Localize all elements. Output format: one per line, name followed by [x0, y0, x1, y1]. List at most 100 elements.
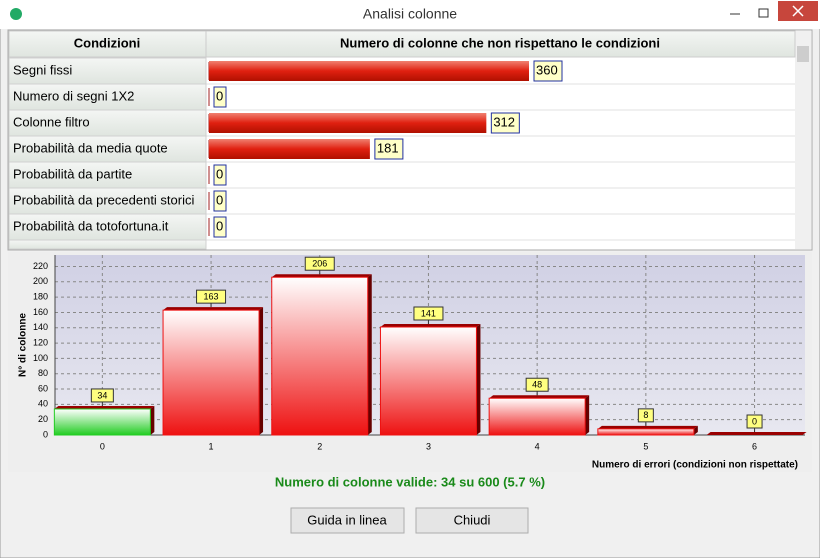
window-title: Analisi colonne — [363, 6, 457, 22]
button[interactable]: Guida in linea — [290, 507, 405, 534]
close-icon — [792, 5, 804, 17]
row-label-cell — [8, 109, 207, 137]
x-tick-label: 2 — [317, 441, 322, 451]
value-box — [213, 164, 227, 186]
bar-side — [259, 307, 264, 435]
value-label: 0 — [216, 88, 223, 103]
y-tick-label: 220 — [33, 261, 48, 271]
y-axis-label: N° di colonne — [18, 313, 29, 377]
bar-side — [585, 395, 590, 435]
bar-top — [597, 425, 698, 429]
row-label: Numero di segni 1X2 — [13, 88, 134, 103]
row-label: Probabilità da totofortuna.it — [13, 218, 169, 233]
maximize[interactable] — [758, 8, 769, 18]
scroll-thumb[interactable] — [797, 46, 809, 62]
value-label: 34 — [97, 390, 107, 400]
bar — [271, 276, 369, 436]
bar — [597, 428, 695, 436]
row-label-cell — [8, 239, 207, 250]
value-label: 141 — [421, 308, 436, 318]
x-tick-label: 1 — [209, 441, 214, 451]
row-label: Colonne filtro — [13, 114, 90, 129]
y-tick-label: 120 — [33, 337, 48, 347]
value-box — [90, 388, 114, 403]
bar-side — [150, 405, 155, 435]
bar — [209, 61, 529, 81]
value-box — [533, 60, 563, 82]
row-label: Segni fissi — [13, 62, 72, 77]
value-box — [374, 138, 404, 160]
bar-top — [380, 324, 481, 327]
value-box — [304, 256, 335, 271]
bar — [488, 397, 586, 436]
x-tick-label: 3 — [426, 441, 431, 451]
y-tick-label: 20 — [38, 414, 48, 424]
y-tick-label: 160 — [33, 307, 48, 317]
value-label: 8 — [643, 410, 648, 420]
bar-top — [163, 307, 264, 311]
bar-side — [693, 425, 698, 435]
row-label-cell — [8, 135, 207, 163]
button-frame[interactable] — [415, 507, 529, 534]
x-tick-label: 4 — [535, 441, 540, 451]
title-bar — [0, 0, 820, 29]
value-label: 312 — [493, 114, 515, 129]
button-label[interactable]: Guida in linea — [307, 512, 387, 527]
bar-top — [706, 432, 807, 435]
value-label: 0 — [216, 166, 223, 181]
value-label: 0 — [752, 416, 757, 426]
value-label: 360 — [536, 62, 558, 77]
bar-top — [54, 405, 155, 409]
x-tick-label: 0 — [100, 441, 105, 451]
value-box — [213, 216, 227, 238]
bar — [209, 113, 487, 133]
button-frame[interactable] — [290, 507, 405, 534]
y-tick-label: 200 — [33, 276, 48, 286]
y-tick-label: 140 — [33, 322, 48, 332]
value-box — [213, 86, 227, 108]
row-label-cell — [8, 213, 207, 241]
header: Numero di colonne che non rispettano le … — [340, 35, 660, 50]
row-label: Probabilità da media quote — [13, 140, 168, 155]
row-label-cell — [8, 83, 207, 111]
value-box — [490, 112, 520, 134]
button[interactable]: Chiudi — [415, 507, 529, 534]
summary: Numero di colonne valide: 34 su 600 (5.7… — [275, 474, 545, 489]
value-box — [413, 306, 444, 321]
value-label: 163 — [204, 292, 219, 302]
y-tick-label: 0 — [43, 429, 48, 439]
y-tick-label: 40 — [38, 399, 48, 409]
bar-top — [271, 274, 372, 278]
app-icon — [10, 8, 22, 20]
bar-side — [476, 324, 481, 435]
value-label: 0 — [216, 218, 223, 233]
y-tick-label: 60 — [38, 383, 48, 393]
header-cell — [8, 30, 207, 58]
value-box — [213, 190, 227, 212]
row-label: Probabilità da precedenti storici — [13, 192, 194, 207]
bar — [209, 139, 370, 159]
bar — [53, 408, 151, 436]
x-tick-label: 5 — [643, 441, 648, 451]
header-cell — [205, 30, 796, 58]
value-label: 181 — [377, 140, 399, 155]
value-label: 48 — [532, 380, 542, 390]
value-label: 206 — [312, 259, 327, 269]
row-label-cell — [8, 161, 207, 189]
value-box — [525, 377, 549, 392]
value-box — [196, 289, 227, 304]
bar-side — [367, 274, 372, 435]
bar — [379, 326, 477, 436]
y-tick-label: 100 — [33, 353, 48, 363]
value-box — [637, 408, 654, 423]
bar-top — [489, 395, 590, 399]
x-axis-label: Numero di errori (condizioni non rispett… — [592, 460, 798, 471]
y-tick-label: 80 — [38, 368, 48, 378]
x-tick-label: 6 — [752, 441, 757, 451]
header: Condizioni — [74, 35, 140, 50]
row-label: Probabilità da partite — [13, 166, 132, 181]
y-tick-label: 180 — [33, 292, 48, 302]
scrollbar[interactable] — [795, 31, 811, 249]
button-label[interactable]: Chiudi — [454, 512, 491, 527]
